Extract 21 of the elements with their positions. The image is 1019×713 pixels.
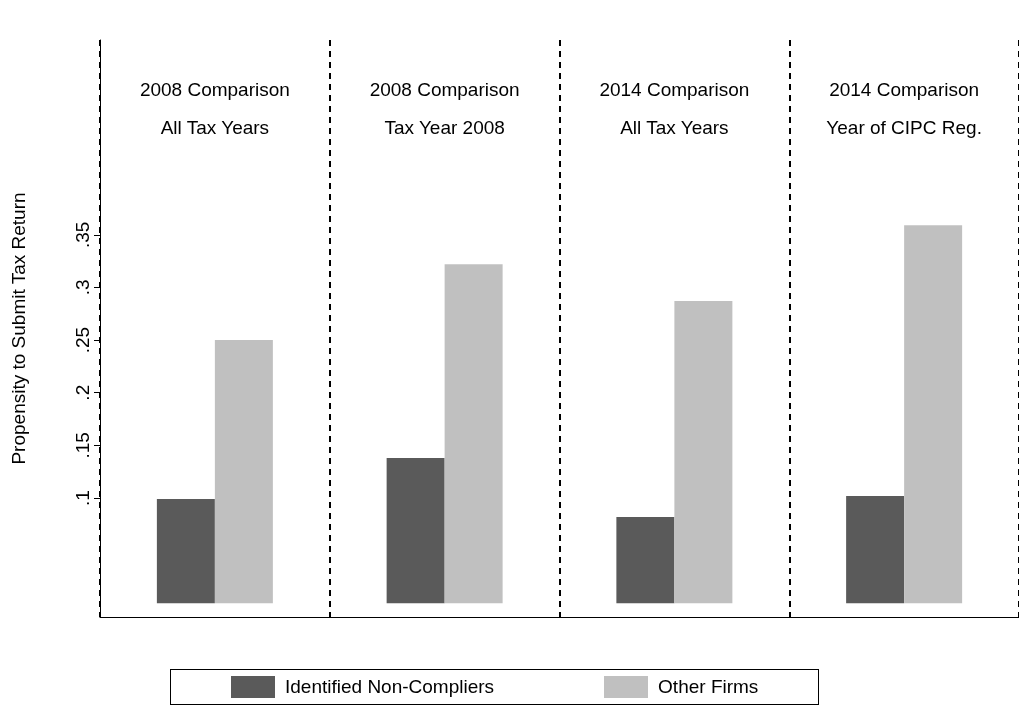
- x-tick-label: 2008 Comparison All Tax Years: [139, 78, 290, 138]
- bar: [846, 495, 905, 604]
- legend-label: Identified Non-Compliers: [285, 676, 495, 698]
- x-tick-label: 2014 Comparison Year of CIPC Reg.: [826, 78, 982, 138]
- bar: [156, 499, 215, 604]
- x-tick-label: 2008 Comparison Tax Year 2008: [369, 78, 520, 138]
- y-axis-title: Propensity to Submit Tax Return: [8, 192, 29, 465]
- y-tick-label: .25: [72, 326, 93, 354]
- y-tick-label: .2: [72, 384, 93, 401]
- x-tick-label: 2014 Comparison All Tax Years: [599, 78, 750, 138]
- bar: [444, 264, 503, 604]
- bar: [214, 340, 273, 604]
- bar: [674, 301, 733, 604]
- y-tick-label: .3: [72, 279, 93, 296]
- y-tick-label: .1: [72, 490, 93, 506]
- y-tick-label: .35: [72, 221, 93, 248]
- bar: [386, 458, 445, 604]
- bar: [616, 516, 675, 604]
- bar: [904, 225, 963, 604]
- legend-label: Other Firms: [658, 676, 759, 698]
- y-tick-label: .15: [72, 432, 93, 459]
